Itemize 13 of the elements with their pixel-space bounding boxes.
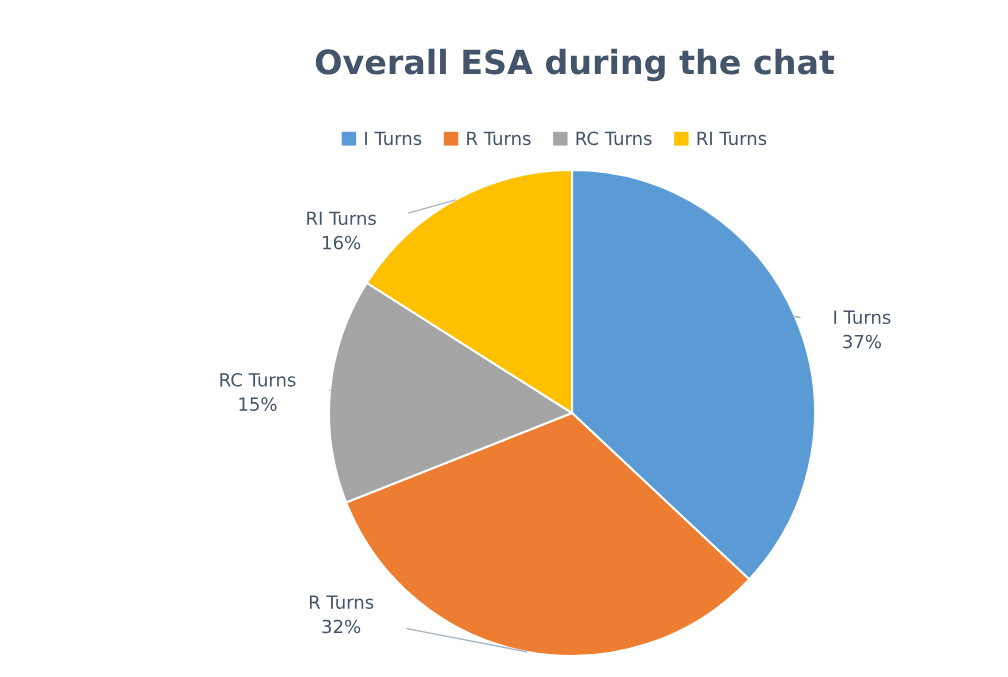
data-label: 15% xyxy=(239,397,277,411)
legend-label: R Turns xyxy=(467,131,531,146)
legend-label: I Turns xyxy=(365,131,422,146)
data-label: 32% xyxy=(322,619,361,634)
slice-label: I Turns xyxy=(834,310,891,325)
data-label: 37% xyxy=(843,334,881,349)
legend-label: RC Turns xyxy=(576,131,652,146)
slice-label: R Turns xyxy=(309,595,374,609)
data-label: 16% xyxy=(323,235,361,250)
slice-label: RC Turns xyxy=(220,372,296,387)
chart-title: Overall ESA during the chat xyxy=(315,48,835,82)
legend-label: RI Turns xyxy=(697,131,767,146)
slice-label: RI Turns xyxy=(307,211,376,226)
